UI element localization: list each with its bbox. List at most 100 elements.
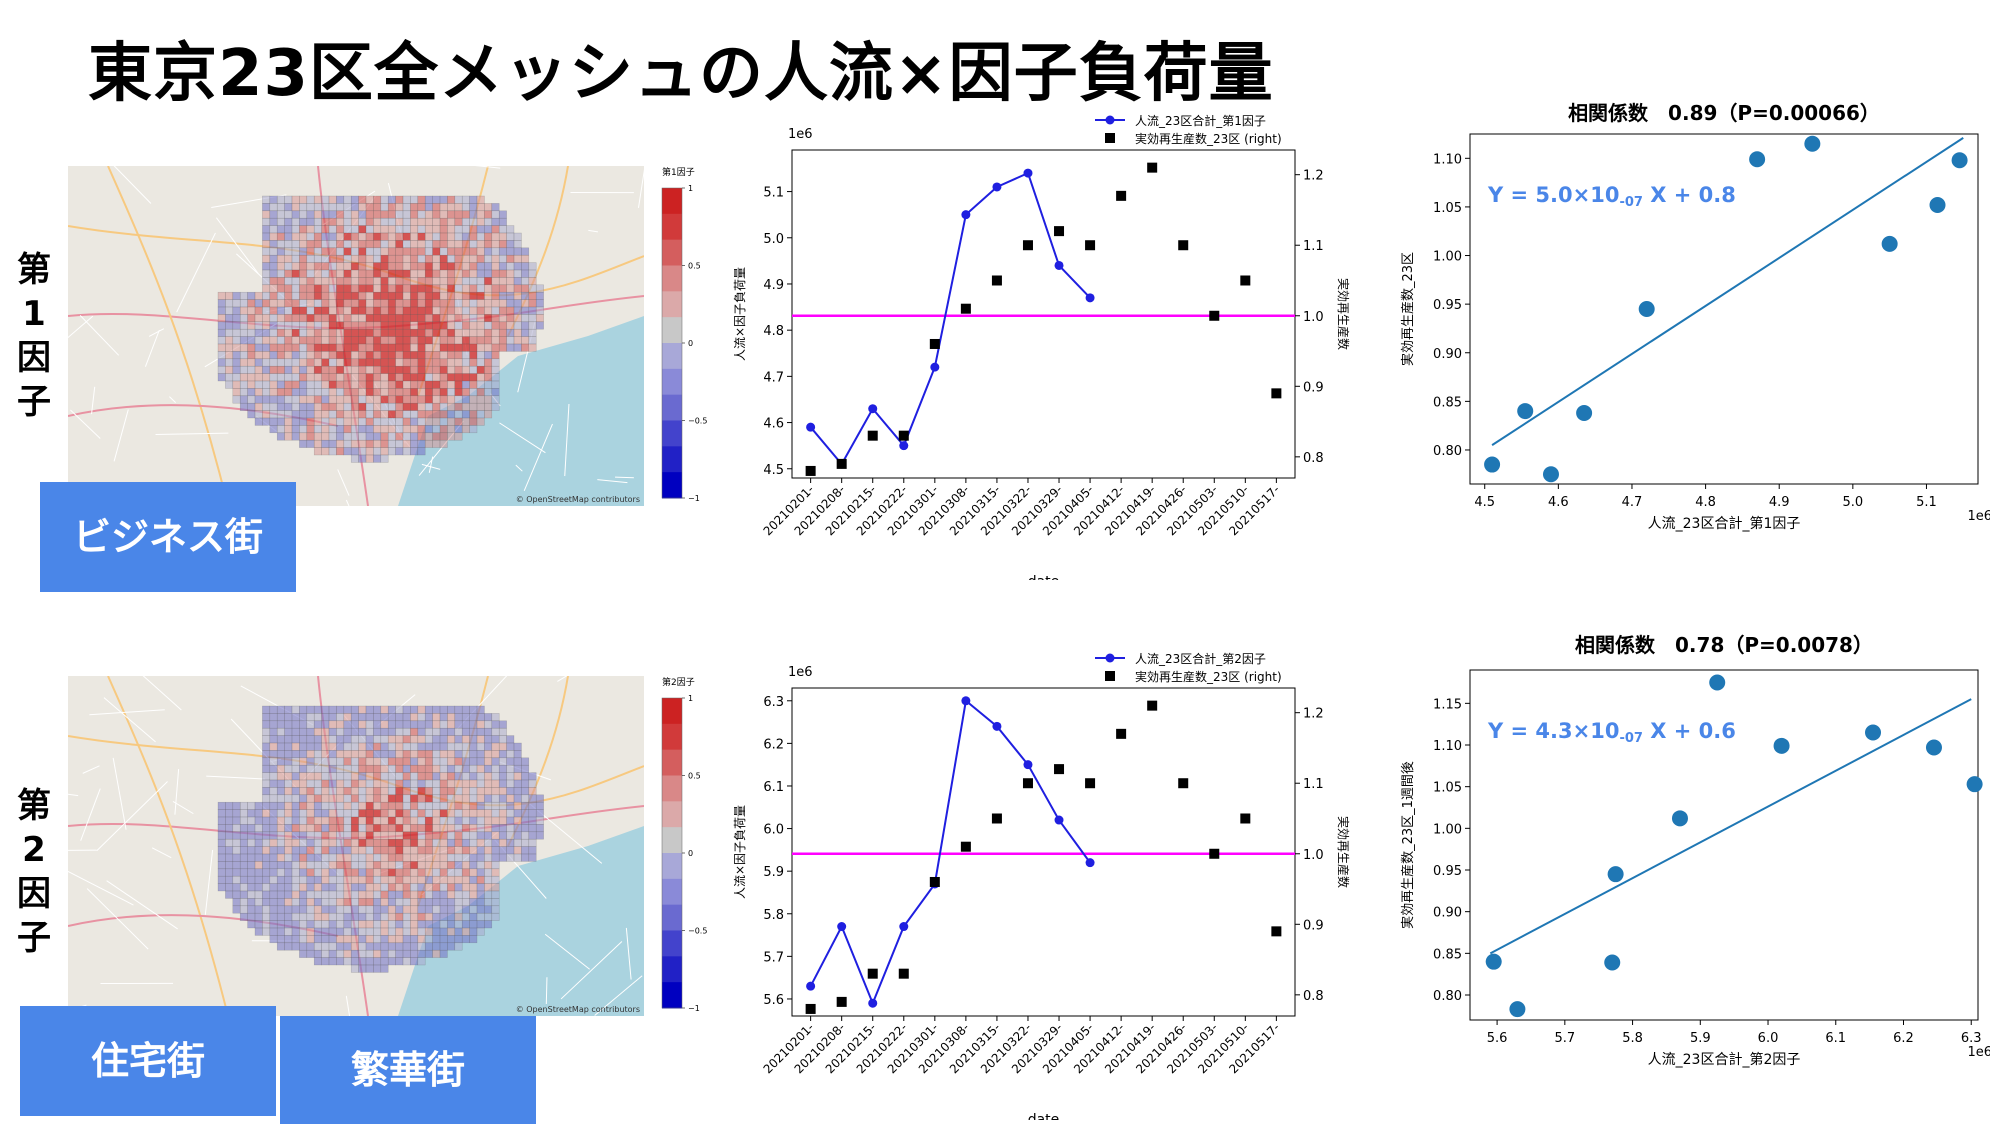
mesh-cell: [528, 772, 537, 781]
mesh-cell: [373, 750, 382, 759]
mesh-cell: [476, 254, 485, 263]
mesh-cell: [343, 905, 352, 914]
mesh-cell: [269, 846, 278, 855]
mesh-cell: [247, 291, 256, 300]
mesh-cell: [336, 240, 345, 249]
mesh-cell: [269, 402, 278, 411]
mesh-cell: [395, 284, 404, 293]
mesh-cell: [424, 846, 433, 855]
mesh-cell: [276, 284, 285, 293]
mesh-cell: [424, 328, 433, 337]
mesh-cell: [484, 764, 493, 773]
mesh-cell: [506, 232, 515, 241]
mesh-cell: [232, 846, 241, 855]
mesh-cell: [454, 942, 463, 951]
mesh-cell: [447, 750, 456, 759]
mesh-cell: [387, 846, 396, 855]
mesh-cell: [350, 425, 359, 434]
mesh-cell: [484, 779, 493, 788]
mesh-cell: [306, 883, 315, 892]
mesh-cell: [358, 240, 367, 249]
mesh-cell: [521, 801, 530, 810]
mesh-cell: [484, 402, 493, 411]
mesh-cell: [350, 957, 359, 966]
mesh-cell: [350, 262, 359, 271]
mesh-cell: [521, 809, 530, 818]
mesh-cell: [447, 742, 456, 751]
mesh-cell: [343, 195, 352, 204]
mesh-cell: [269, 306, 278, 315]
mesh-cell: [350, 735, 359, 744]
mesh-cell: [284, 735, 293, 744]
mesh-cell: [284, 905, 293, 914]
mesh-cell: [232, 328, 241, 337]
mesh-cell: [350, 898, 359, 907]
mesh-cell: [402, 402, 411, 411]
mesh-cell: [424, 380, 433, 389]
mesh-cell: [313, 277, 322, 286]
mesh-cell: [387, 727, 396, 736]
map-canvas: © OpenStreetMap contributors: [68, 676, 644, 1016]
mesh-cell: [328, 927, 337, 936]
mesh-cell: [358, 942, 367, 951]
mesh-cell: [232, 890, 241, 899]
scatter-point: [1773, 737, 1790, 754]
mesh-cell: [365, 964, 374, 973]
mesh-cell: [269, 217, 278, 226]
mesh-cell: [313, 846, 322, 855]
mesh-cell: [410, 831, 419, 840]
mesh-cell: [498, 210, 507, 219]
mesh-cell: [365, 801, 374, 810]
mesh-cell: [506, 328, 515, 337]
mesh-cell: [284, 727, 293, 736]
mesh-cell: [291, 890, 300, 899]
mesh-cell: [395, 425, 404, 434]
mesh-cell: [239, 388, 248, 397]
mesh-cell: [254, 905, 263, 914]
mesh-cell: [476, 351, 485, 360]
mesh-cell: [336, 949, 345, 958]
mesh-cell: [447, 816, 456, 825]
factor-2-scatter-chart: 相関係数 0.78（P=0.0078）5.6 5.7 5.8 5.9 6.0 6.1 6.2…: [1400, 633, 1990, 1068]
mesh-cell: [276, 210, 285, 219]
mesh-cell: [321, 957, 330, 966]
series-line: [809, 698, 1091, 1006]
mesh-cell: [373, 949, 382, 958]
mesh-cell: [365, 247, 374, 256]
mesh-cell: [358, 217, 367, 226]
mesh-cell: [284, 890, 293, 899]
mesh-cell: [521, 314, 530, 323]
mesh-cell: [506, 816, 515, 825]
mesh-cell: [380, 816, 389, 825]
x-tick-label: 5.1: [1916, 495, 1937, 510]
mesh-cell: [454, 801, 463, 810]
mesh-cell: [380, 299, 389, 308]
colorbar-tick-label: 0.5: [688, 772, 701, 781]
mesh-cell: [225, 883, 234, 892]
mesh-cell: [343, 395, 352, 404]
mesh-cell: [513, 299, 522, 308]
mesh-cell: [373, 801, 382, 810]
mesh-cell: [247, 868, 256, 877]
mesh-cell: [461, 351, 470, 360]
mesh-cell: [476, 291, 485, 300]
factor-1-colorbar: 第1因子 1 0.5 0 −0.5 −1: [660, 166, 720, 506]
mesh-cell: [439, 720, 448, 729]
mesh-cell: [350, 920, 359, 929]
mesh-cell: [447, 905, 456, 914]
mesh-cell: [410, 720, 419, 729]
mesh-cell: [402, 957, 411, 966]
mesh-cell: [328, 240, 337, 249]
mesh-cell: [336, 195, 345, 204]
mesh-cell: [328, 373, 337, 382]
mesh-cell: [395, 912, 404, 921]
mesh-cell: [476, 395, 485, 404]
legend-entry: 実効再生産数_23区 (right): [1135, 669, 1282, 684]
mesh-cell: [410, 942, 419, 951]
mesh-cell: [387, 942, 396, 951]
mesh-cell: [387, 890, 396, 899]
mesh-cell: [469, 757, 478, 766]
mesh-cell: [291, 742, 300, 751]
right-series-marker: [1209, 848, 1220, 859]
mesh-cell: [336, 306, 345, 315]
